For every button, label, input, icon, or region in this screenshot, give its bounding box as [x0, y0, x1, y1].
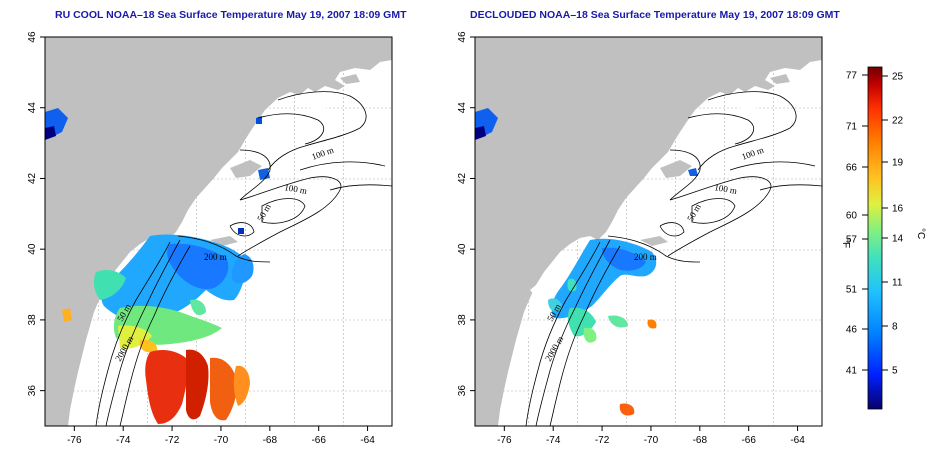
left-lat-tick-label: 38 — [27, 314, 38, 326]
right-lat-tick-label: 38 — [457, 314, 468, 326]
colorbar-c-tick-label: 5 — [892, 366, 898, 377]
colorbar-f-tick-label: 60 — [846, 211, 858, 222]
left-lon-tick-label: -64 — [360, 435, 375, 446]
left-contour-label-100m-b: 100 m — [284, 182, 308, 196]
right-lon-tick-label: -68 — [693, 435, 708, 446]
colorbar-c-tick-label: 11 — [892, 278, 903, 289]
colorbar-f-tick-label: 77 — [846, 71, 858, 82]
left-sst-patches — [45, 108, 270, 424]
colorbar-f-tick-label: 71 — [846, 122, 858, 133]
colorbar-c-tick-label: 8 — [892, 322, 898, 333]
map-axes: -76 -74 -72 -70 -68 -66 -64 36 38 40 42 44 46 -76 -74 -… — [27, 31, 805, 446]
right-lon-tick-label: -66 — [741, 435, 756, 446]
left-lon-tick-label: -76 — [67, 435, 82, 446]
right-lon-tick-label: -70 — [644, 435, 659, 446]
right-lat-tick-label: 40 — [457, 243, 468, 255]
right-contour-label-100m-b: 100 m — [714, 182, 738, 196]
right-lon-tick-label: -64 — [790, 435, 805, 446]
colorbar-c-tick-label: 19 — [892, 158, 904, 169]
celsius-unit: °C — [915, 228, 926, 239]
right-map: 100 m 100 m 50 m 200 m 50 m 2000 m — [474, 36, 823, 427]
colorbar-c-tick-label: 22 — [892, 116, 904, 127]
left-contour-label-200m: 200 m — [204, 252, 227, 262]
right-lat-tick-label: 36 — [457, 385, 468, 397]
left-lat-tick-label: 46 — [27, 31, 38, 43]
temperature-colorbar: 77 71 66 60 57 51 46 41 25 22 19 16 14 11 8 5 °F °C — [840, 66, 926, 410]
right-lat-tick-label: 42 — [457, 172, 468, 184]
right-lon-tick-label: -76 — [497, 435, 512, 446]
left-lat-tick-label: 40 — [27, 243, 38, 255]
colorbar-c-tick-label: 14 — [892, 234, 904, 245]
colorbar-f-tick-label: 57 — [846, 235, 858, 246]
colorbar-c-tick-label: 25 — [892, 72, 904, 83]
left-lat-tick-label: 44 — [27, 102, 38, 114]
right-lon-tick-label: -72 — [595, 435, 610, 446]
colorbar-f-tick-label: 46 — [846, 325, 858, 336]
right-contour-label-200m: 200 m — [634, 252, 657, 262]
colorbar-f-tick-label: 51 — [846, 285, 858, 296]
colorbar-f-tick-label: 66 — [846, 163, 858, 174]
colorbar-f-tick-label: 41 — [846, 366, 858, 377]
left-lat-tick-label: 36 — [27, 385, 38, 397]
right-lat-tick-label: 46 — [457, 31, 468, 43]
colorbar-c-tick-label: 16 — [892, 204, 904, 215]
left-lat-tick-label: 42 — [27, 172, 38, 184]
left-lon-tick-label: -66 — [311, 435, 326, 446]
left-lon-tick-label: -72 — [165, 435, 180, 446]
left-lon-tick-label: -68 — [263, 435, 278, 446]
right-sst-patches — [475, 108, 698, 416]
left-map-title: RU COOL NOAA–18 Sea Surface Temperature … — [55, 9, 407, 21]
right-lat-tick-label: 44 — [457, 102, 468, 114]
right-lon-tick-label: -74 — [546, 435, 561, 446]
left-map: 100 m 100 m 50 m 200 m 50 m 2000 m — [44, 36, 393, 427]
fahrenheit-unit: °F — [840, 238, 851, 248]
right-map-title: DECLOUDED NOAA–18 Sea Surface Temperatur… — [470, 9, 840, 21]
left-lon-tick-label: -74 — [116, 435, 131, 446]
left-lon-tick-label: -70 — [214, 435, 229, 446]
